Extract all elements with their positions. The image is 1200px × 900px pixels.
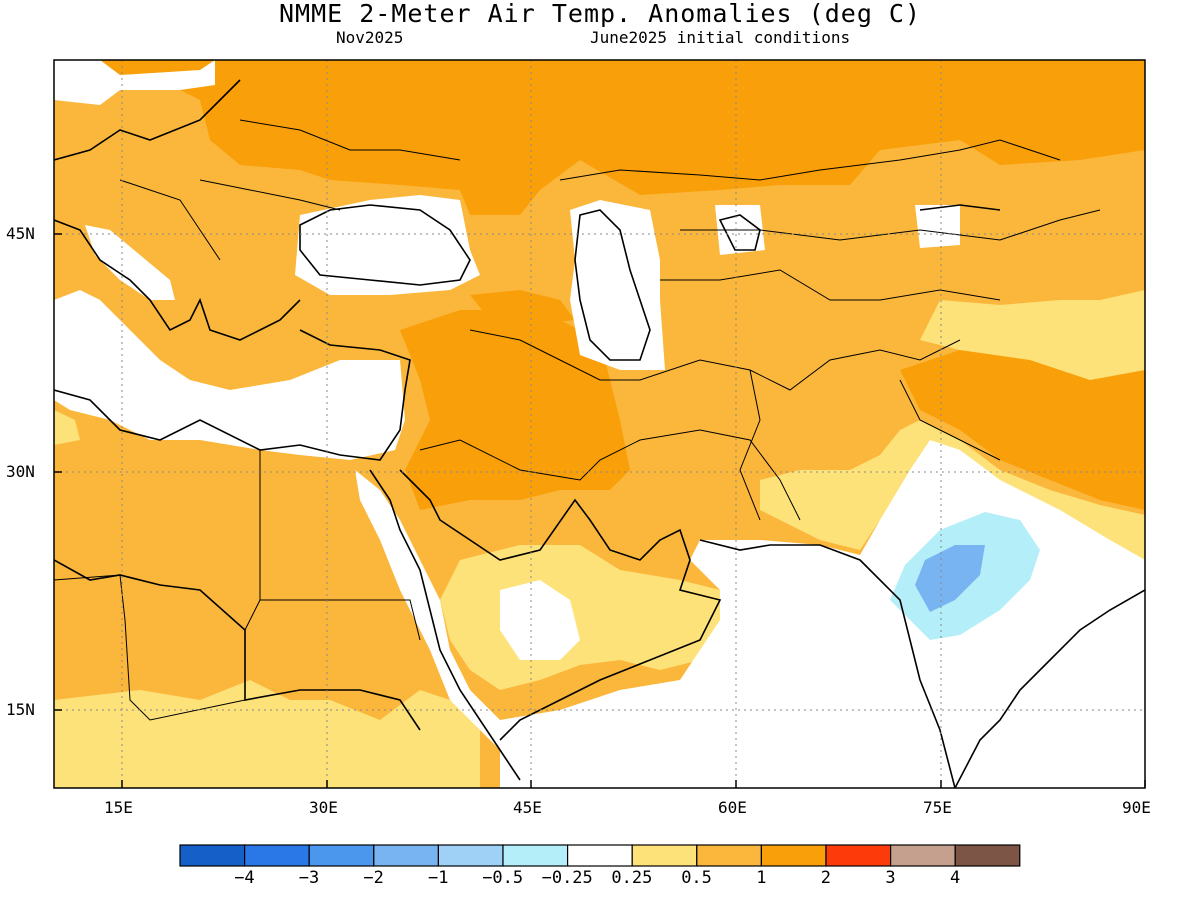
legend-swatch xyxy=(308,844,375,867)
forecast-month: Nov2025 xyxy=(336,28,404,47)
legend-swatch xyxy=(437,844,504,867)
legend-swatch xyxy=(502,844,569,867)
legend-swatch xyxy=(631,844,698,867)
shade-0-25-to-0-5-central-asia xyxy=(920,290,1145,380)
lon-label-75e: 75E xyxy=(923,798,952,817)
lon-label-45e: 45E xyxy=(513,798,542,817)
legend-label: 4 xyxy=(950,868,961,888)
lon-label-90e: 90E xyxy=(1122,798,1151,817)
shade-0-25-to-0-5-arabia xyxy=(440,545,720,690)
axis-ticks xyxy=(54,233,1146,788)
initial-conditions: June2025 initial conditions xyxy=(590,28,851,47)
legend-label: −2 xyxy=(363,868,384,888)
legend-label: −4 xyxy=(234,868,255,888)
legend-swatch xyxy=(696,844,762,867)
shade-near-zero-north-europe xyxy=(54,60,215,105)
legend-swatch xyxy=(954,844,1021,867)
shade-near-zero-red-sea xyxy=(355,470,510,760)
legend-label: −0.25 xyxy=(541,868,593,888)
shade-near-zero-arabia-center xyxy=(500,580,580,660)
lon-label-60e: 60E xyxy=(718,798,747,817)
legend-swatch xyxy=(179,844,246,867)
shade-1-to-2-himalaya xyxy=(900,350,1145,510)
legend-label: 0.5 xyxy=(681,868,712,888)
lat-label-15n: 15N xyxy=(6,700,35,719)
graticule xyxy=(54,60,1145,788)
coastlines xyxy=(54,79,1145,788)
legend-swatch xyxy=(889,844,956,867)
shade-near-zero-caspian xyxy=(570,200,665,370)
country-borders xyxy=(54,119,1101,721)
legend-label: 1 xyxy=(756,868,767,888)
shade-near-zero-mediterranean xyxy=(54,290,405,460)
shade-near-zero-adriatic xyxy=(85,225,175,300)
map-frame xyxy=(53,59,1146,789)
shade-0-25-to-0-5-east-africa xyxy=(54,680,480,788)
shade-neg-0-5-to-neg-1-india xyxy=(915,545,985,612)
map-title: NMME 2-Meter Air Temp. Anomalies (deg C) xyxy=(278,0,922,28)
shade-1-to-2-caucasus xyxy=(470,290,575,325)
legend-label: −0.5 xyxy=(482,868,524,888)
legend-swatch xyxy=(373,844,439,867)
legend-label: −3 xyxy=(298,868,320,888)
lat-label-30n: 30N xyxy=(6,462,35,481)
legend-label: 3 xyxy=(885,868,896,888)
shade-0-25-to-0-5-africa-west xyxy=(54,410,80,445)
legend-swatch xyxy=(760,844,827,867)
shade-1-to-2-north xyxy=(54,60,1145,215)
legend-swatch xyxy=(244,844,310,867)
legend-swatch xyxy=(566,844,633,867)
shade-1-to-2-middle-east xyxy=(400,310,630,510)
legend-swatch xyxy=(825,844,892,867)
lat-label-45n: 45N xyxy=(6,224,35,243)
shade-near-zero-balkhash xyxy=(915,205,960,248)
lon-label-30e: 30E xyxy=(309,798,338,817)
legend-label: 0.25 xyxy=(611,868,653,888)
lon-label-15e: 15E xyxy=(104,798,133,817)
legend-label: −1 xyxy=(428,868,449,888)
legend-label: 2 xyxy=(820,868,832,888)
